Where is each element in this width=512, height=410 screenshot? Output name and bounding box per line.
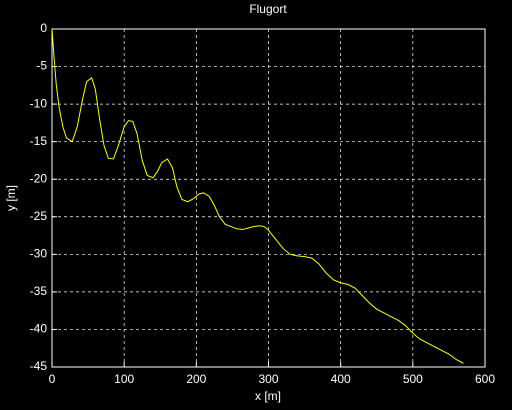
- y-tick-label: 0: [40, 21, 47, 35]
- y-tick-label: -10: [30, 96, 48, 110]
- x-axis-label: x [m]: [255, 389, 281, 403]
- y-tick-label: -35: [30, 284, 48, 298]
- x-tick-label: 400: [331, 372, 351, 386]
- y-tick-label: -25: [30, 209, 48, 223]
- x-tick-label: 100: [114, 372, 134, 386]
- y-tick-label: -5: [36, 59, 47, 73]
- x-tick-label: 300: [258, 372, 278, 386]
- x-tick-label: 600: [475, 372, 495, 386]
- x-tick-label: 0: [49, 372, 56, 386]
- y-tick-label: -20: [30, 171, 48, 185]
- y-tick-label: -30: [30, 247, 48, 261]
- y-tick-label: -40: [30, 322, 48, 336]
- x-tick-label: 500: [403, 372, 423, 386]
- y-tick-label: -45: [30, 359, 48, 373]
- x-tick-label: 200: [186, 372, 206, 386]
- y-tick-label: -15: [30, 134, 48, 148]
- chart-title: Flugort: [249, 2, 287, 16]
- axes-box: [51, 28, 486, 368]
- y-axis-label: y [m]: [4, 185, 18, 211]
- data-line: [51, 28, 464, 364]
